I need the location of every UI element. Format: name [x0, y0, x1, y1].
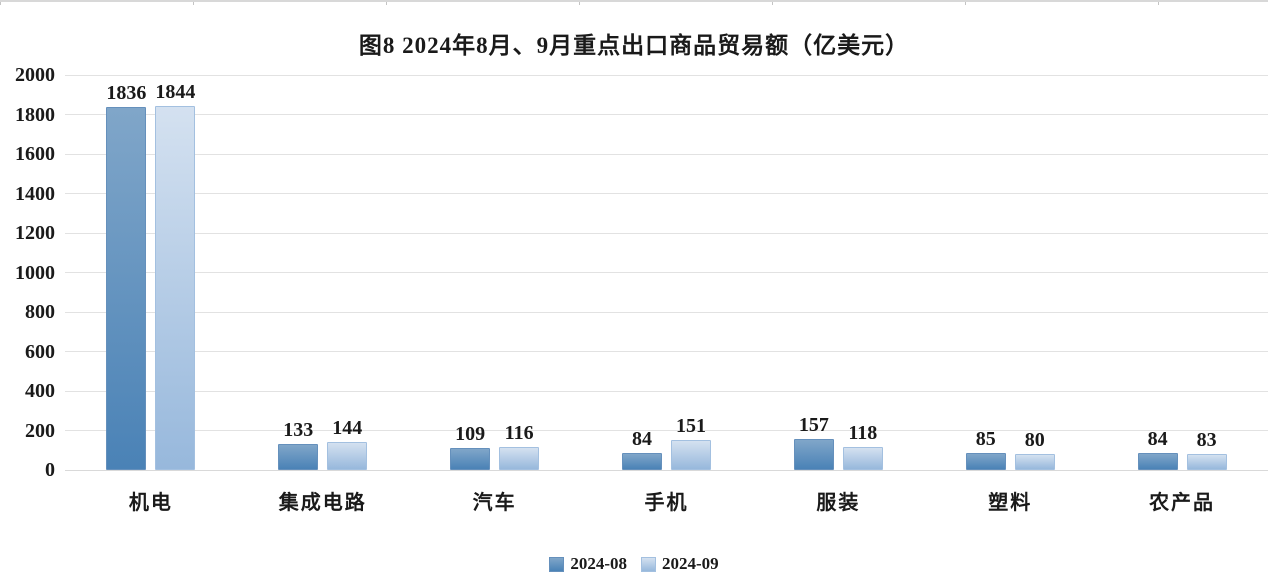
gridline-1000 — [65, 272, 1268, 273]
bar-value-label: 85 — [975, 428, 996, 451]
bar-2024-08-手机 — [621, 453, 662, 470]
y-axis-tick-label: 1000 — [15, 261, 55, 284]
category-group: 84 83 农产品 — [1096, 75, 1268, 514]
y-axis-tick-label: 800 — [25, 301, 55, 323]
bar-2024-08-农产品 — [1137, 453, 1178, 470]
gridline-1400 — [65, 193, 1268, 194]
gridline-0 — [65, 469, 1268, 471]
x-axis-category-label: 机电 — [128, 492, 173, 514]
bar-2024-09-农产品 — [1186, 453, 1227, 470]
bar-value-label: 133 — [283, 418, 314, 441]
y-axis-tick-label: 1400 — [15, 182, 55, 205]
category-group: 85 80 塑料 — [924, 75, 1096, 514]
legend-swatch-icon — [641, 556, 656, 572]
y-axis-tick-label: 2000 — [15, 64, 55, 86]
gridline-800 — [65, 311, 1268, 313]
bar-2024-09-塑料 — [1014, 454, 1055, 470]
y-axis-tick-label: 1600 — [15, 143, 55, 165]
legend: 2024-08 2024-09 — [0, 551, 1268, 577]
x-axis-category-label: 农产品 — [1149, 492, 1216, 514]
bar-value-label: 1844 — [155, 80, 196, 103]
bar-value-label: 144 — [332, 416, 363, 439]
x-axis-category-label: 集成电路 — [278, 492, 367, 514]
x-axis-category-label: 汽车 — [472, 492, 517, 514]
y-axis-tick-label: 600 — [25, 340, 55, 363]
bar-2024-08-机电 — [106, 107, 147, 470]
bar-2024-09-手机 — [670, 440, 711, 470]
gridline-200 — [65, 430, 1268, 431]
legend-item-2024-09: 2024-09 — [641, 554, 719, 574]
gridline-600 — [65, 351, 1268, 352]
x-axis-category-label: 塑料 — [988, 492, 1033, 514]
bar-value-label: 84 — [1147, 428, 1168, 451]
legend-label: 2024-08 — [570, 554, 627, 573]
bar-value-label: 116 — [504, 422, 534, 445]
bar-value-label: 157 — [798, 414, 829, 436]
bar-value-label: 118 — [848, 421, 878, 444]
bar-2024-08-汽车 — [450, 448, 491, 470]
y-axis-tick-label: 1800 — [15, 103, 55, 126]
category-group: 109 116 汽车 — [409, 75, 581, 514]
bar-value-label: 151 — [675, 415, 706, 438]
gridline-2000 — [65, 74, 1268, 76]
category-group: 1836 1844 机电 — [65, 75, 237, 514]
category-group: 157 118 服装 — [752, 75, 924, 514]
top-border-strip — [0, 0, 1268, 7]
chart-title: 图8 2024年8月、9月重点出口商品贸易额（亿美元） — [358, 33, 910, 58]
x-axis-category-label: 手机 — [644, 492, 689, 514]
bar-value-label: 80 — [1024, 429, 1045, 452]
gridline-1600 — [65, 153, 1268, 155]
plot-area: 0 200 400 600 800 1000 1200 1400 1600 1800 2000 183… — [15, 65, 1268, 514]
gridline-1200 — [65, 232, 1268, 234]
bar-value-label: 109 — [455, 423, 486, 446]
bar-2024-08-服装 — [793, 439, 834, 470]
gridline-1800 — [65, 114, 1268, 115]
category-group: 133 144 集成电路 — [237, 75, 409, 514]
bar-2024-09-机电 — [155, 105, 196, 470]
gridline-400 — [65, 390, 1268, 392]
bar-value-label: 1836 — [106, 82, 147, 105]
y-axis-tick-label: 400 — [25, 380, 55, 402]
bar-2024-09-服装 — [842, 446, 883, 470]
bar-value-label: 84 — [631, 428, 652, 451]
bar-2024-08-集成电路 — [278, 443, 319, 470]
category-group: 84 151 手机 — [581, 75, 753, 514]
bar-2024-09-集成电路 — [327, 441, 368, 470]
x-axis-category-label: 服装 — [816, 492, 861, 514]
bar-2024-08-塑料 — [965, 453, 1006, 470]
y-axis-tick-label: 0 — [45, 459, 55, 481]
y-axis-tick-label: 200 — [25, 419, 55, 442]
bar-value-label: 83 — [1196, 428, 1217, 451]
bar-2024-09-汽车 — [499, 447, 540, 470]
y-axis-tick-label: 1200 — [15, 222, 55, 244]
legend-item-2024-08: 2024-08 — [549, 554, 627, 574]
legend-swatch-icon — [549, 556, 565, 572]
legend-label: 2024-09 — [662, 554, 719, 573]
